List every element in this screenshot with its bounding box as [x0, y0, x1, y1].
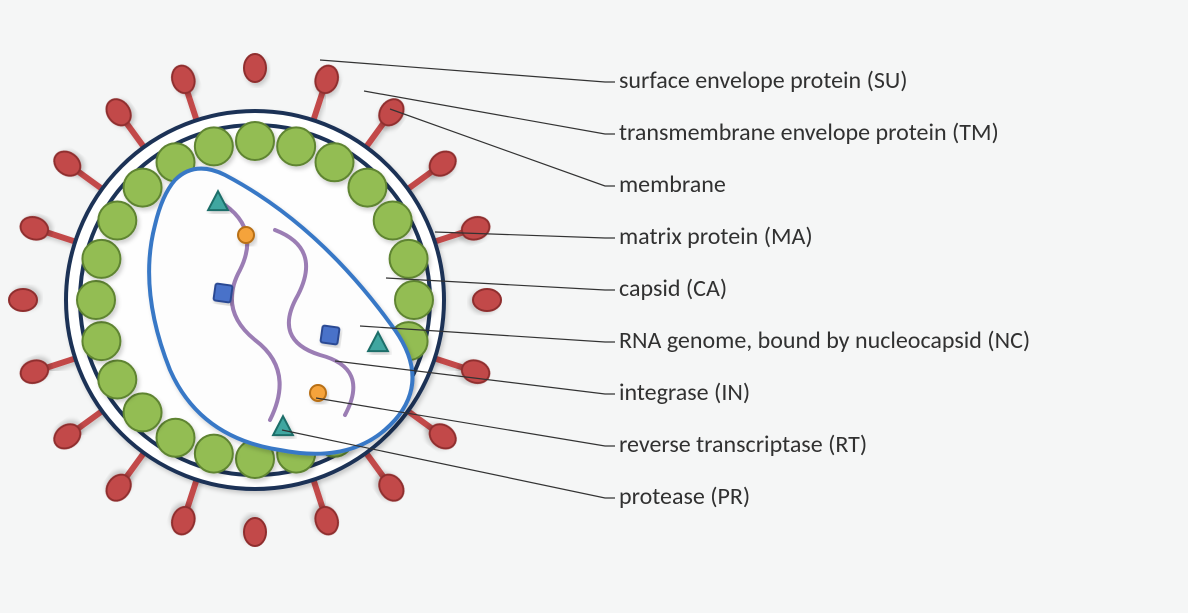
label-rna: RNA genome, bound by nucleocapsid (NC)	[619, 326, 1030, 355]
labels-group: surface envelope protein (SU) transmembra…	[619, 66, 1030, 511]
label-pr: protease (PR)	[619, 482, 750, 511]
label-in: integrase (IN)	[619, 378, 750, 407]
label-mem: membrane	[619, 170, 726, 199]
label-tm: transmembrane envelope protein (TM)	[619, 118, 999, 147]
label-ca: capsid (CA)	[619, 274, 727, 303]
virus-diagram	[9, 54, 501, 546]
label-su: surface envelope protein (SU)	[619, 66, 908, 95]
label-ma: matrix protein (MA)	[619, 222, 813, 251]
label-rt: reverse transcriptase (RT)	[619, 430, 867, 459]
